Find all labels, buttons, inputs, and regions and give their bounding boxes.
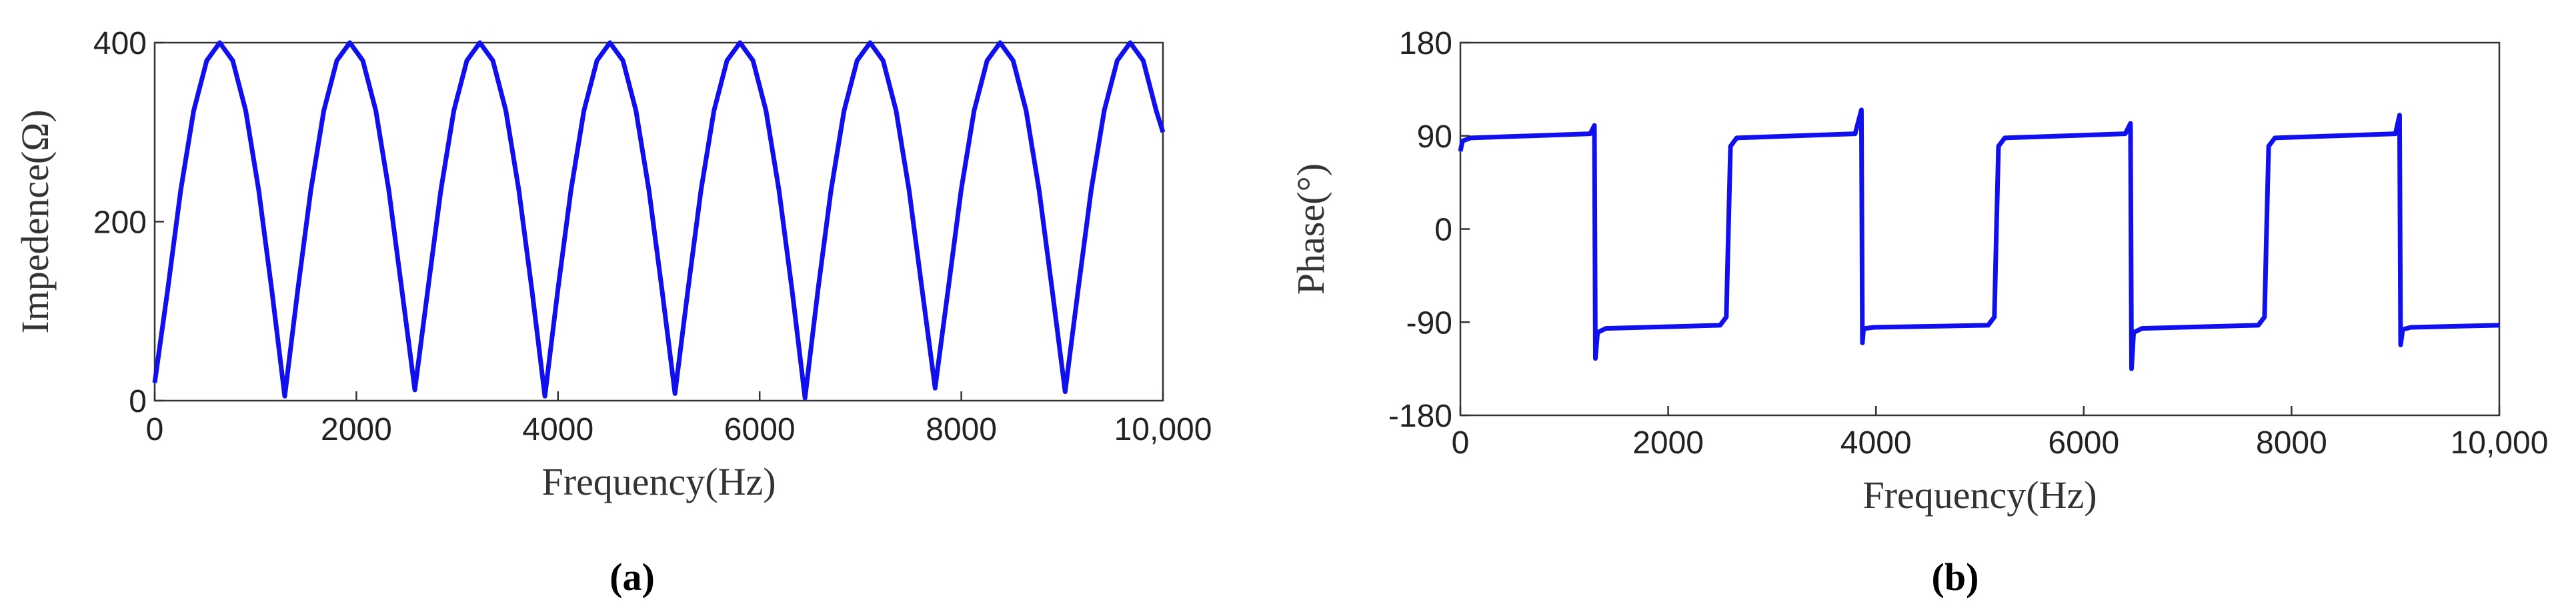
y-tick-label: 90: [1417, 119, 1452, 155]
data-line: [1458, 107, 2500, 371]
x-tick-label: 8000: [2256, 425, 2327, 461]
caption: (b): [1932, 555, 1979, 599]
y-tick-label: 200: [93, 205, 147, 241]
x-tick-label: 6000: [724, 412, 796, 447]
y-tick-label: -180: [1388, 399, 1452, 434]
x-axis-label: Frequency(Hz): [1862, 473, 2097, 517]
x-tick-label: 4000: [1840, 425, 1912, 461]
data-line: [152, 40, 1166, 401]
y-axis-label: Impedence(Ω): [13, 109, 57, 333]
plot-frame: [1459, 41, 2501, 417]
x-tick-label: 10,000: [2451, 425, 2549, 461]
x-tick-label: 2000: [321, 412, 392, 447]
x-axis-label: Frequency(Hz): [541, 460, 776, 503]
x-tick-label: 0: [146, 412, 164, 447]
y-tick-label: 180: [1399, 26, 1452, 61]
x-tick-label: 2000: [1632, 425, 1704, 461]
x-tick-label: 10,000: [1114, 412, 1212, 447]
x-tick-label: 6000: [2048, 425, 2119, 461]
x-tick-label: 0: [1452, 425, 1470, 461]
x-tick-label: 8000: [926, 412, 997, 447]
caption: (a): [609, 555, 655, 599]
y-axis-label: Phase(°): [1289, 163, 1332, 295]
y-tick-label: 0: [129, 384, 147, 419]
x-tick-label: 4000: [522, 412, 593, 447]
y-tick-label: 400: [93, 26, 147, 61]
y-tick-label: 0: [1434, 213, 1452, 248]
y-tick-label: -90: [1406, 305, 1452, 341]
